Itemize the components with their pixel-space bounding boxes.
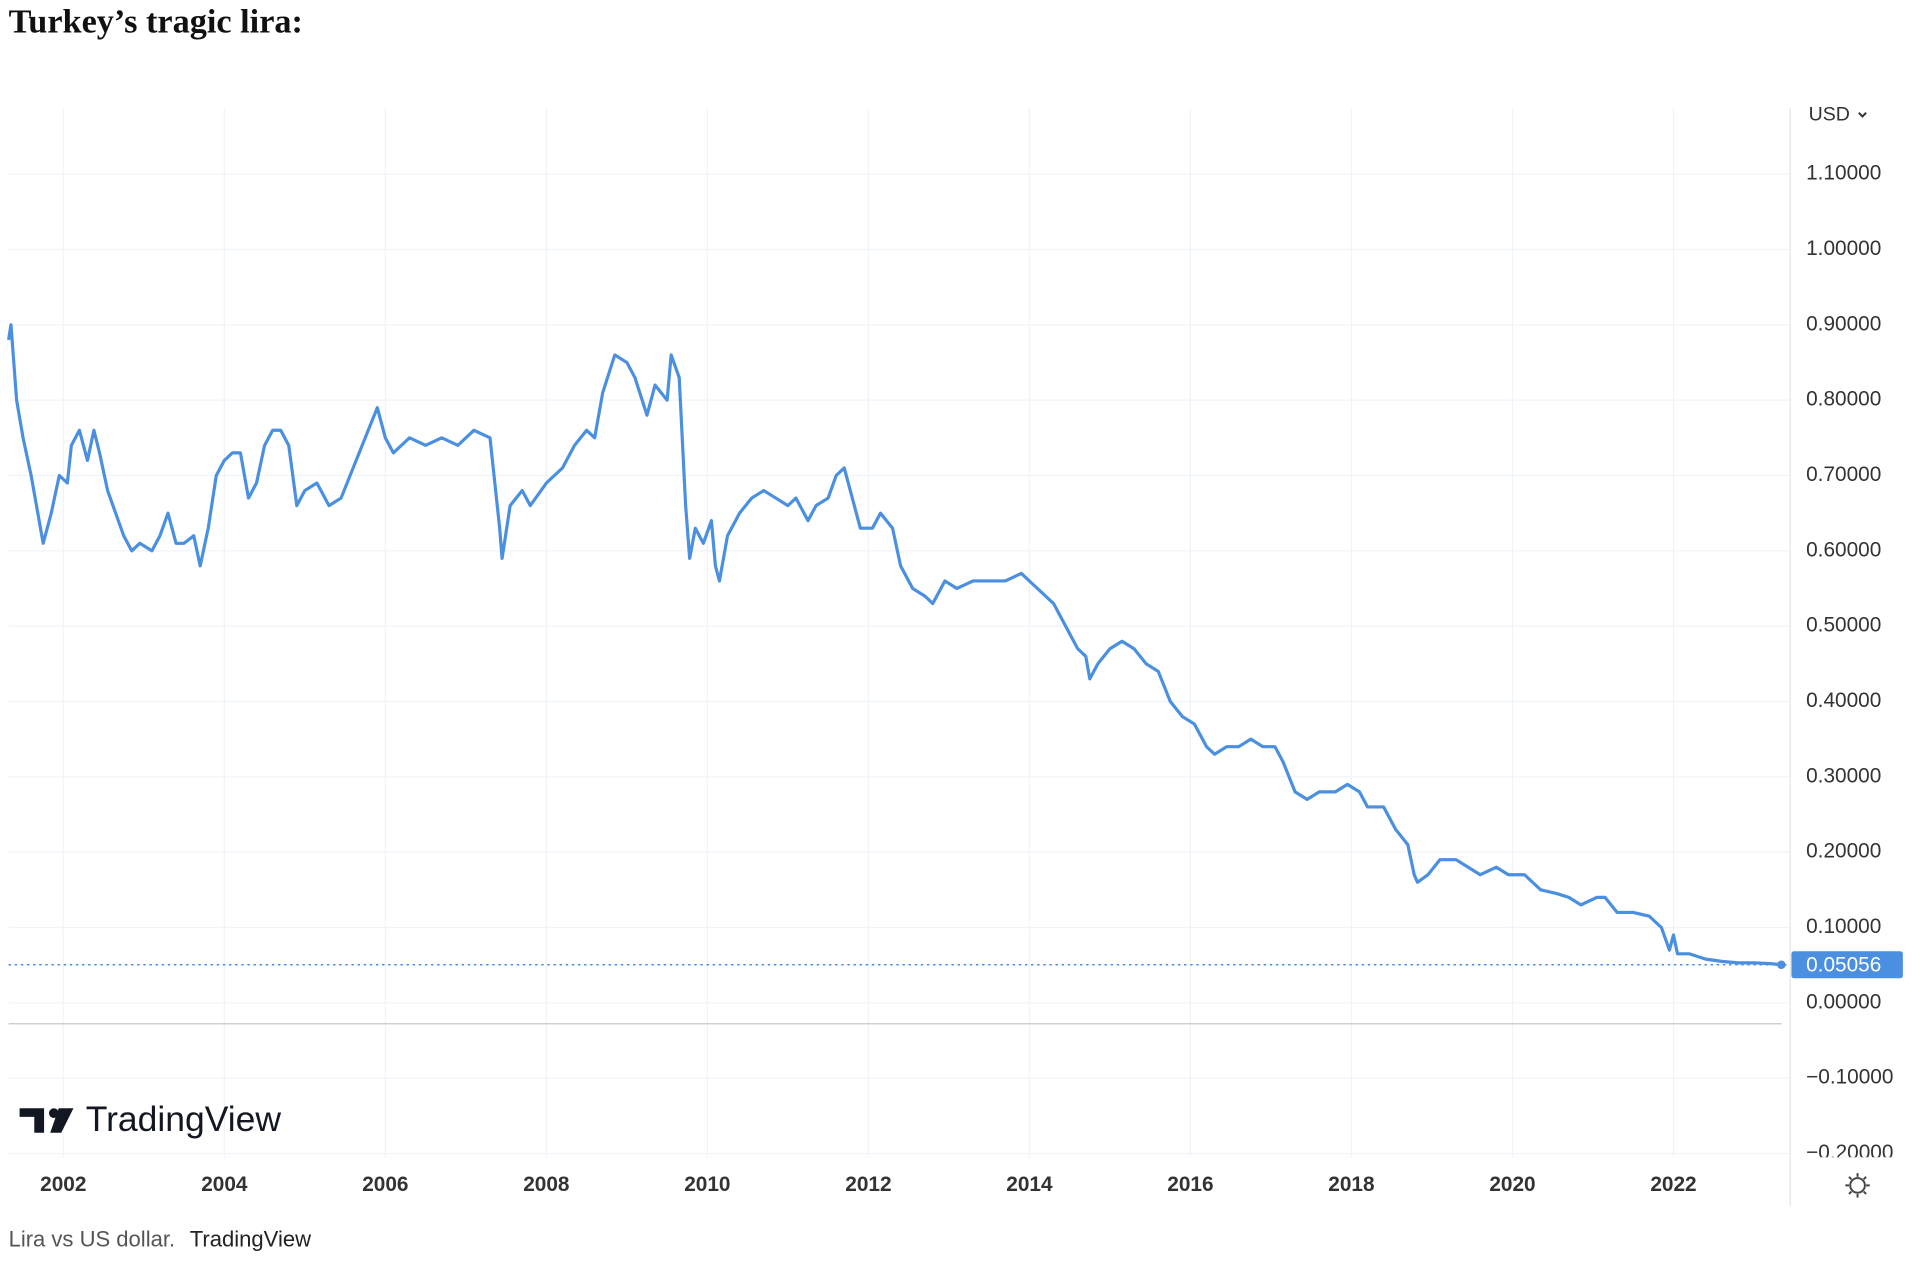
logo-mark bbox=[50, 1108, 74, 1133]
y-tick-label: 1.00000 bbox=[1806, 237, 1881, 260]
y-tick-label: 1.10000 bbox=[1806, 162, 1881, 185]
x-tick-label: 2010 bbox=[684, 1173, 730, 1196]
watermark-text: TradingView bbox=[86, 1099, 282, 1139]
x-tick-label: 2020 bbox=[1489, 1173, 1535, 1196]
last-price-label: 0.05056 bbox=[1806, 953, 1881, 976]
y-tick-label: 0.20000 bbox=[1806, 840, 1881, 863]
caption-text: Lira vs US dollar. bbox=[9, 1226, 176, 1251]
currency-label[interactable]: USD bbox=[1809, 103, 1850, 125]
x-tick-label: 2012 bbox=[845, 1173, 891, 1196]
grid bbox=[8, 107, 1791, 1158]
y-tick-label: 0.70000 bbox=[1806, 463, 1881, 486]
logo-mark bbox=[19, 1108, 45, 1133]
x-tick-label: 2016 bbox=[1167, 1173, 1213, 1196]
x-tick-label: 2008 bbox=[523, 1173, 569, 1196]
x-tick-label: 2018 bbox=[1328, 1173, 1374, 1196]
y-tick-label: 0.00000 bbox=[1806, 990, 1881, 1013]
y-tick-label: 0.80000 bbox=[1806, 388, 1881, 411]
last-price-box bbox=[1791, 951, 1903, 979]
x-tick-label: 2022 bbox=[1650, 1173, 1696, 1196]
y-tick-label: 0.30000 bbox=[1806, 764, 1881, 787]
x-tick-label: 2002 bbox=[40, 1173, 86, 1196]
last-point bbox=[1777, 960, 1786, 970]
settings-icon[interactable] bbox=[1845, 1173, 1870, 1198]
currency-chevron[interactable] bbox=[1858, 112, 1867, 118]
y-tick-label: 0.50000 bbox=[1806, 614, 1881, 637]
watermark: TradingView bbox=[19, 1099, 282, 1139]
y-tick-label: 0.90000 bbox=[1806, 312, 1881, 335]
plot: 0.05056 bbox=[6, 323, 1903, 979]
x-tick-label: 2006 bbox=[362, 1173, 408, 1196]
x-tick-label: 2014 bbox=[1006, 1173, 1053, 1196]
y-tick-label: −0.10000 bbox=[1806, 1066, 1893, 1089]
y-axis: −0.20000 −0.10000 0.00000 0.10000 0.20000 0.3… bbox=[1806, 162, 1893, 1164]
x-axis: 2002 2004 2006 2008 2010 2012 2014 2016 2018 2020… bbox=[40, 1173, 1696, 1196]
y-tick-label: 0.10000 bbox=[1806, 915, 1881, 938]
price-line bbox=[6, 323, 1782, 967]
caption-source[interactable]: TradingView bbox=[190, 1226, 311, 1251]
y-tick-label: 0.40000 bbox=[1806, 689, 1881, 712]
x-tick-label: 2004 bbox=[201, 1173, 248, 1196]
y-tick-label: 0.60000 bbox=[1806, 538, 1881, 561]
y-tick-label: −0.20000 bbox=[1806, 1141, 1893, 1164]
chart-title: Turkey’s tragic lira: bbox=[9, 2, 303, 40]
